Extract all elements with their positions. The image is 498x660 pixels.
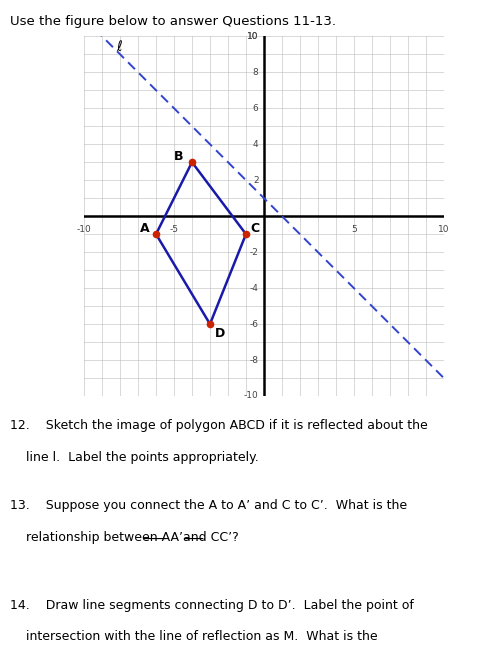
Text: 10: 10 xyxy=(247,32,258,41)
Text: -2: -2 xyxy=(249,248,258,257)
Text: -10: -10 xyxy=(244,391,258,401)
Text: intersection with the line of reflection as M.  What is the: intersection with the line of reflection… xyxy=(10,630,377,644)
Text: -4: -4 xyxy=(249,284,258,292)
Text: 10: 10 xyxy=(247,32,258,41)
Text: -6: -6 xyxy=(249,319,258,329)
Text: line l.  Label the points appropriately.: line l. Label the points appropriately. xyxy=(10,451,258,464)
Text: D: D xyxy=(215,327,225,340)
Text: A: A xyxy=(140,222,149,236)
Text: Use the figure below to answer Questions 11-13.: Use the figure below to answer Questions… xyxy=(10,15,336,28)
Text: -5: -5 xyxy=(169,225,178,234)
Text: 6: 6 xyxy=(253,104,258,113)
Text: C: C xyxy=(250,222,259,236)
Text: 10: 10 xyxy=(438,225,450,234)
Text: B: B xyxy=(174,150,184,164)
Text: 2: 2 xyxy=(253,176,258,185)
Text: -8: -8 xyxy=(249,356,258,364)
Text: $\ell$: $\ell$ xyxy=(117,39,124,53)
Text: -10: -10 xyxy=(77,225,92,234)
Text: 13.    Suppose you connect the A to A’ and C to C’.  What is the: 13. Suppose you connect the A to A’ and … xyxy=(10,499,407,512)
Text: 12.    Sketch the image of polygon ABCD if it is reflected about the: 12. Sketch the image of polygon ABCD if … xyxy=(10,419,428,432)
Text: 8: 8 xyxy=(253,68,258,77)
Text: 4: 4 xyxy=(253,140,258,148)
Text: 14.    Draw line segments connecting D to D’.  Label the point of: 14. Draw line segments connecting D to D… xyxy=(10,599,414,612)
Text: relationship between AA’and CC’?: relationship between AA’and CC’? xyxy=(10,531,239,544)
Text: 5: 5 xyxy=(351,225,357,234)
